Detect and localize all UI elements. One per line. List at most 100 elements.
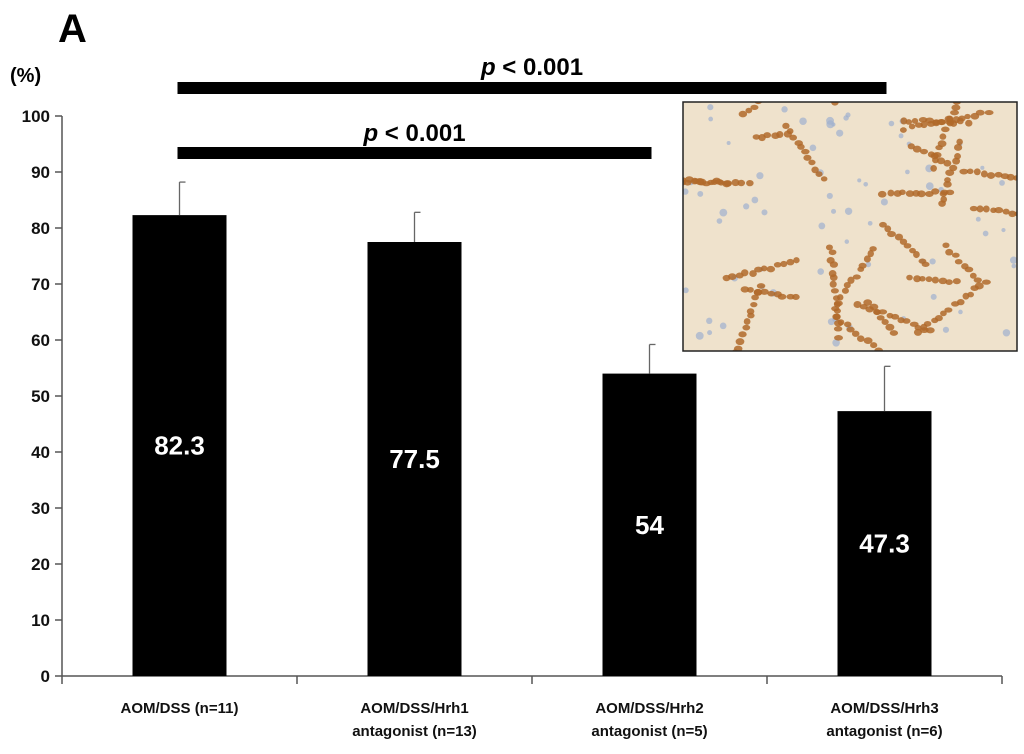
stained-nucleus (899, 238, 908, 245)
stained-nucleus (945, 248, 954, 256)
stained-nucleus (767, 290, 776, 297)
counterstain-nucleus (1011, 263, 1017, 269)
y-ticks: 0 10 20 30 40 50 60 70 80 90 100 (22, 107, 62, 686)
stained-nucleus (932, 156, 939, 164)
category-label: AOM/DSS/Hrh1 (360, 700, 468, 717)
micrograph-frame (682, 101, 1018, 352)
counterstain-nucleus (716, 218, 723, 224)
stained-nucleus (792, 293, 800, 300)
stained-nucleus (750, 301, 758, 308)
stained-nucleus (723, 180, 733, 187)
counterstain-nucleus (832, 339, 840, 347)
stained-nucleus (829, 280, 837, 288)
stained-nucleus (951, 104, 961, 111)
counterstain-nucleus (726, 140, 731, 145)
stained-nucleus (782, 122, 790, 130)
counterstain-nucleus (1001, 228, 1006, 233)
counterstain-nucleus (975, 216, 981, 222)
stained-nucleus (887, 230, 896, 238)
stained-nucleus (912, 145, 922, 153)
stained-nucleus (833, 313, 841, 321)
stained-nucleus (833, 308, 841, 314)
stained-nucleus (885, 323, 895, 331)
stained-nucleus (746, 179, 754, 187)
stained-nucleus (962, 292, 970, 300)
stained-nucleus (969, 205, 978, 212)
stained-nucleus (815, 171, 823, 177)
stained-nucleus (907, 143, 915, 150)
stained-nucleus (874, 347, 883, 351)
stained-nucleus (953, 144, 963, 151)
y-tick-label: 30 (31, 499, 50, 518)
stained-nucleus (908, 123, 916, 130)
counterstain-nucleus (707, 104, 714, 111)
counterstain-nucleus (781, 106, 788, 113)
bars (132, 215, 932, 676)
stained-nucleus (831, 102, 839, 106)
stained-nucleus (851, 330, 860, 337)
stained-nucleus (876, 315, 885, 321)
stained-nucleus (685, 176, 694, 183)
stained-nucleus (760, 288, 769, 295)
stained-nucleus (773, 262, 782, 268)
category-label: antagonist (n=6) (826, 723, 942, 740)
bar-value-label: 47.3 (859, 529, 910, 559)
stained-nucleus (847, 276, 855, 284)
stained-nucleus (786, 128, 794, 135)
counterstain-nucleus (843, 115, 849, 121)
stained-nucleus (786, 258, 795, 266)
significance-label: p < 0.001 (480, 54, 583, 81)
counterstain-nucleus (942, 326, 950, 333)
stained-nucleus (984, 109, 994, 116)
stained-nucleus (820, 176, 828, 182)
stained-nucleus (944, 307, 953, 313)
stained-nucleus (1014, 211, 1017, 217)
stained-nucleus (951, 252, 960, 258)
stained-nucleus (644, 178, 651, 183)
stained-nucleus (921, 261, 930, 267)
stained-nucleus (905, 119, 913, 125)
category-label: AOM/DSS/Hrh3 (830, 700, 938, 717)
y-tick-label: 40 (31, 443, 50, 462)
stained-nucleus (828, 270, 837, 278)
stained-nucleus (747, 286, 754, 293)
counterstain-nucleus (799, 117, 807, 125)
stained-nucleus (738, 331, 747, 338)
stained-nucleus (662, 175, 669, 181)
stained-nucleus (793, 257, 800, 264)
stained-nucleus (834, 319, 843, 327)
stained-nucleus (756, 283, 766, 289)
stained-nucleus (894, 233, 904, 241)
stained-nucleus (834, 335, 843, 341)
stained-nucleus (776, 130, 784, 139)
counterstain-nucleus (836, 129, 844, 137)
stained-nucleus (952, 278, 961, 285)
stained-nucleus (763, 132, 772, 139)
counterstain-nucleus (826, 192, 833, 200)
stained-nucleus (666, 177, 674, 183)
counterstain-nucleus (905, 169, 910, 175)
stained-nucleus (956, 91, 964, 97)
stained-nucleus (973, 277, 982, 283)
y-tick-label: 100 (22, 107, 50, 126)
stained-nucleus (856, 335, 865, 342)
stained-nucleus (747, 312, 755, 319)
stained-nucleus (994, 207, 1004, 214)
stained-nucleus (803, 154, 812, 161)
stained-nucleus (777, 293, 787, 300)
counterstain-nucleus (1002, 329, 1011, 337)
counterstain-nucleus (683, 188, 689, 195)
significance-label: p < 0.001 (362, 120, 465, 147)
counterstain-nucleus (697, 190, 704, 197)
stained-nucleus (932, 151, 942, 159)
stained-nucleus (925, 191, 934, 198)
stained-nucleus (801, 148, 810, 155)
stained-nucleus (673, 176, 681, 183)
stained-nucleus (651, 177, 658, 183)
y-tick-label: 80 (31, 219, 50, 238)
stained-nucleus (952, 116, 960, 124)
stained-nucleus (920, 121, 928, 129)
stained-nucleus (914, 324, 922, 331)
stained-nucleus (980, 170, 988, 178)
